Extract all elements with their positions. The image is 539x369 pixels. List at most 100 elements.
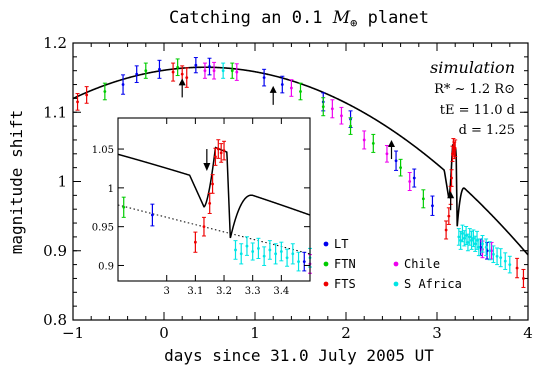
- data-point: [349, 124, 352, 128]
- x-tick-label: 4: [523, 324, 533, 342]
- legend-label: S Africa: [404, 277, 462, 291]
- legend-label: FTN: [334, 257, 356, 271]
- data-point: [421, 197, 425, 201]
- x-tick-label: 2: [341, 324, 351, 342]
- data-point: [76, 100, 79, 104]
- data-point: [203, 69, 207, 73]
- data-point: [444, 228, 448, 232]
- annotation-simulation: simulation: [430, 58, 515, 77]
- inset-x-tick-label: 3.4: [273, 286, 289, 297]
- annotation-te: tE = 11.0 d: [440, 103, 515, 118]
- data-point: [450, 176, 453, 180]
- data-point: [484, 245, 488, 249]
- arrow-head: [269, 85, 277, 93]
- data-point: [85, 93, 89, 97]
- data-point: [262, 76, 266, 80]
- data-point: [285, 256, 289, 260]
- data-point: [202, 225, 206, 229]
- data-point: [302, 260, 306, 263]
- data-point: [230, 69, 234, 73]
- data-point: [216, 147, 220, 151]
- data-point: [234, 248, 237, 252]
- inset-background: [118, 118, 310, 281]
- data-point: [488, 249, 492, 253]
- inset-y-tick-label: 1: [108, 184, 114, 195]
- inset-arrows: [203, 149, 211, 172]
- data-point: [291, 252, 295, 256]
- data-point: [180, 72, 184, 76]
- legend-label: LT: [334, 237, 348, 251]
- inset-arrow-head: [203, 163, 211, 172]
- data-point: [408, 180, 412, 183]
- y-tick-label: 0.9: [43, 242, 67, 260]
- arrow-head: [178, 78, 186, 86]
- data-point: [222, 149, 226, 153]
- annotation-d: d = 1.25: [459, 123, 515, 138]
- data-point: [239, 252, 243, 256]
- x-tick-label: 3: [432, 324, 442, 342]
- data-point: [268, 248, 272, 252]
- legend-marker: [393, 261, 399, 267]
- data-point: [470, 238, 473, 242]
- y-tick-label: 0.8: [43, 311, 67, 329]
- x-tick-label: 0: [159, 324, 169, 342]
- inset-data-points: [121, 139, 312, 274]
- data-point: [274, 252, 278, 256]
- data-point: [185, 76, 189, 80]
- data-point: [453, 146, 457, 150]
- data-point: [262, 254, 266, 258]
- data-point: [447, 214, 451, 218]
- data-point: [412, 176, 416, 180]
- data-point: [477, 245, 481, 249]
- chart-title: Catching an 0.1 M⊕ planet: [169, 8, 429, 30]
- data-point: [522, 277, 525, 280]
- data-point: [279, 250, 283, 253]
- data-point: [385, 152, 389, 156]
- data-point: [371, 142, 375, 145]
- data-point: [171, 70, 175, 74]
- chart-title-end: planet: [357, 8, 429, 28]
- data-point: [330, 107, 334, 111]
- arrow-head: [388, 140, 395, 148]
- data-point: [135, 72, 139, 76]
- data-point: [257, 247, 260, 250]
- data-point: [499, 256, 503, 260]
- data-point: [508, 263, 512, 266]
- legend-label: Chile: [404, 257, 440, 271]
- data-point: [457, 235, 461, 239]
- data-point: [464, 234, 468, 237]
- inset-baseline-dotted: [117, 204, 311, 255]
- inset-x-tick-label: 3.3: [245, 286, 261, 297]
- data-point: [481, 242, 484, 246]
- data-point: [515, 266, 519, 270]
- chart-title-symbol: M: [332, 8, 351, 28]
- data-point: [473, 242, 477, 246]
- data-point: [221, 69, 225, 73]
- legend-label: FTS: [334, 277, 356, 291]
- data-point: [245, 244, 249, 248]
- data-point: [122, 205, 126, 209]
- data-point: [468, 235, 472, 239]
- inset-x-tick-label: 3.2: [216, 286, 232, 297]
- data-point: [212, 69, 216, 73]
- data-point: [475, 238, 479, 242]
- data-point: [208, 65, 211, 68]
- inset-model-path: [117, 146, 311, 239]
- data-point: [466, 241, 470, 244]
- x-axis-label: days since 31.0 July 2005 UT: [164, 346, 434, 365]
- legend-marker: [323, 281, 329, 287]
- data-point: [321, 105, 325, 109]
- data-point: [362, 138, 366, 142]
- data-point: [394, 159, 398, 163]
- data-point: [144, 69, 148, 73]
- data-point: [459, 238, 463, 242]
- y-axis-label: magnitude shift: [7, 110, 26, 255]
- arrow-head: [447, 191, 455, 199]
- legend-marker: [323, 241, 329, 247]
- y-tick-label: 1.2: [43, 34, 67, 52]
- data-point: [297, 260, 300, 263]
- data-point: [399, 166, 402, 170]
- data-point: [461, 232, 464, 235]
- data-point: [503, 259, 507, 263]
- data-point: [194, 63, 198, 67]
